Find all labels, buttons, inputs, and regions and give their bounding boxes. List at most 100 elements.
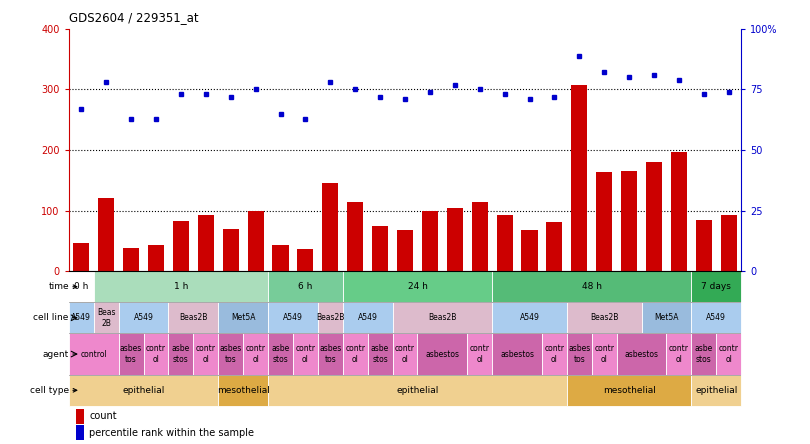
Bar — [73, 243, 89, 271]
Bar — [343, 333, 368, 375]
Bar — [616, 333, 667, 375]
Text: contr
ol: contr ol — [245, 345, 266, 364]
Bar — [696, 220, 712, 271]
Bar — [268, 333, 293, 375]
Bar — [143, 333, 168, 375]
Bar — [646, 162, 662, 271]
Text: count: count — [89, 411, 117, 421]
Text: mesothelial: mesothelial — [603, 386, 655, 395]
Text: asbestos: asbestos — [500, 349, 534, 359]
Bar — [417, 333, 467, 375]
Bar — [343, 271, 492, 302]
Bar — [471, 202, 488, 271]
Text: asbestos: asbestos — [425, 349, 459, 359]
Bar — [69, 302, 94, 333]
Bar — [542, 333, 567, 375]
Text: A549: A549 — [283, 313, 303, 322]
Bar — [218, 302, 268, 333]
Text: A549: A549 — [706, 313, 727, 322]
Text: contr
ol: contr ol — [669, 345, 688, 364]
Bar — [173, 221, 189, 271]
Bar — [642, 302, 692, 333]
Bar — [69, 271, 94, 302]
Bar — [692, 302, 741, 333]
Text: 48 h: 48 h — [582, 282, 602, 291]
Bar — [372, 226, 388, 271]
Text: contr
ol: contr ol — [146, 345, 166, 364]
Text: asbes
tos: asbes tos — [220, 345, 242, 364]
Text: asbestos: asbestos — [625, 349, 659, 359]
Bar — [272, 245, 288, 271]
Text: Beas2B: Beas2B — [316, 313, 344, 322]
Text: Met5A: Met5A — [231, 313, 255, 322]
Text: cell line: cell line — [33, 313, 69, 322]
Text: GDS2604 / 229351_at: GDS2604 / 229351_at — [69, 12, 198, 24]
Text: A549: A549 — [134, 313, 153, 322]
Text: asbe
stos: asbe stos — [371, 345, 390, 364]
Text: contr
ol: contr ol — [595, 345, 614, 364]
Text: asbe
stos: asbe stos — [695, 345, 713, 364]
Text: percentile rank within the sample: percentile rank within the sample — [89, 428, 254, 438]
Bar — [75, 425, 83, 440]
Bar — [118, 333, 143, 375]
Bar — [198, 215, 214, 271]
Bar — [397, 230, 413, 271]
Text: A549: A549 — [71, 313, 92, 322]
Bar — [692, 375, 741, 406]
Text: 7 days: 7 days — [701, 282, 731, 291]
Bar — [218, 375, 268, 406]
Text: Met5A: Met5A — [654, 313, 679, 322]
Text: A549: A549 — [358, 313, 377, 322]
Bar — [422, 210, 438, 271]
Text: asbe
stos: asbe stos — [271, 345, 290, 364]
Bar — [69, 333, 118, 375]
Bar — [268, 302, 318, 333]
Bar — [194, 333, 218, 375]
Text: asbes
tos: asbes tos — [120, 345, 143, 364]
Text: mesothelial: mesothelial — [217, 386, 270, 395]
Bar — [497, 215, 513, 271]
Bar — [368, 333, 393, 375]
Bar — [492, 302, 567, 333]
Text: contr
ol: contr ol — [544, 345, 565, 364]
Text: contr
ol: contr ol — [345, 345, 365, 364]
Text: Beas2B: Beas2B — [590, 313, 618, 322]
Bar — [223, 229, 239, 271]
Bar — [318, 333, 343, 375]
Bar — [293, 333, 318, 375]
Bar — [492, 271, 692, 302]
Bar — [98, 198, 114, 271]
Bar — [218, 333, 243, 375]
Text: time: time — [49, 282, 69, 291]
Bar — [343, 302, 393, 333]
Text: Beas2B: Beas2B — [179, 313, 207, 322]
Bar — [268, 271, 343, 302]
Bar — [567, 333, 592, 375]
Bar — [467, 333, 492, 375]
Bar — [118, 302, 168, 333]
Text: contr
ol: contr ol — [395, 345, 415, 364]
Bar — [318, 302, 343, 333]
Bar — [94, 302, 118, 333]
Bar — [692, 271, 741, 302]
Bar — [492, 333, 542, 375]
Bar — [94, 271, 268, 302]
Text: agent: agent — [43, 349, 69, 359]
Bar — [248, 210, 264, 271]
Bar — [522, 230, 538, 271]
Bar — [567, 302, 642, 333]
Bar — [393, 333, 417, 375]
Bar — [347, 202, 364, 271]
Bar — [243, 333, 268, 375]
Text: epithelial: epithelial — [396, 386, 439, 395]
Text: asbes
tos: asbes tos — [568, 345, 590, 364]
Text: contr
ol: contr ol — [296, 345, 315, 364]
Bar — [148, 245, 164, 271]
Bar — [716, 333, 741, 375]
Bar — [322, 183, 339, 271]
Bar — [446, 208, 463, 271]
Text: 6 h: 6 h — [298, 282, 313, 291]
Text: epithelial: epithelial — [695, 386, 737, 395]
Text: contr
ol: contr ol — [718, 345, 739, 364]
Text: Beas
2B: Beas 2B — [97, 308, 116, 328]
